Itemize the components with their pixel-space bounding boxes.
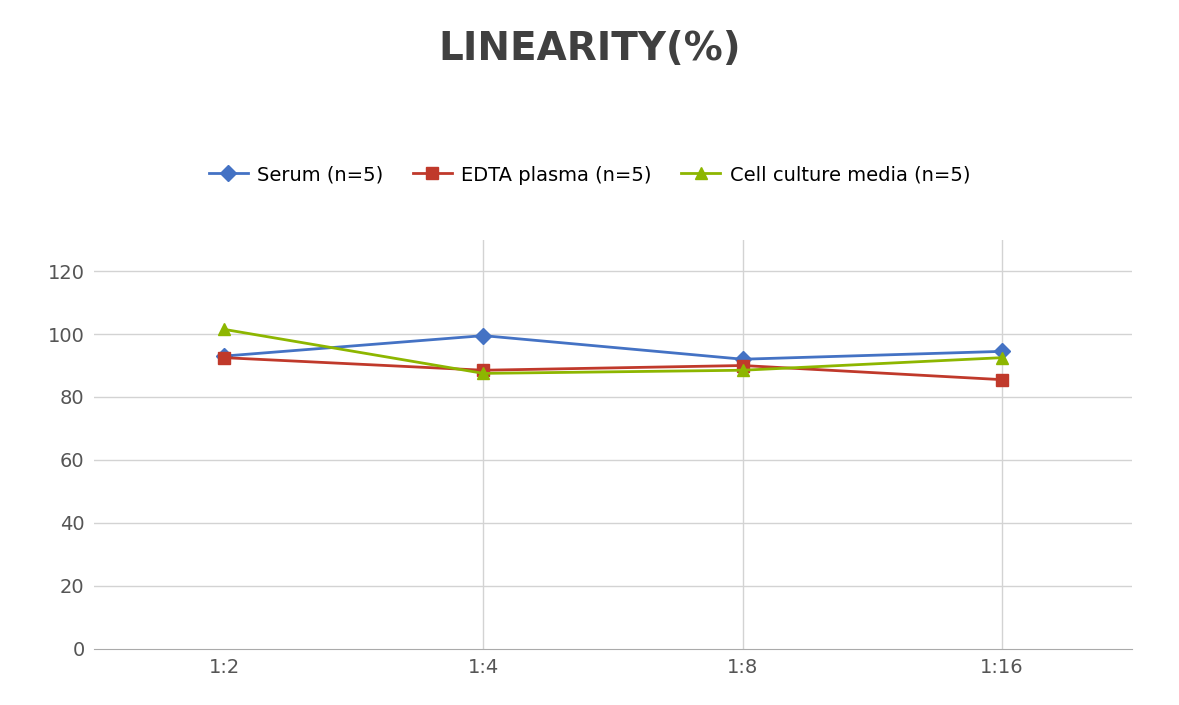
Cell culture media (n=5) bbox=[217, 325, 231, 333]
Serum (n=5) bbox=[995, 347, 1009, 355]
Cell culture media (n=5) bbox=[476, 369, 490, 378]
Serum (n=5) bbox=[476, 331, 490, 340]
EDTA plasma (n=5) bbox=[736, 361, 750, 369]
Text: LINEARITY(%): LINEARITY(%) bbox=[439, 30, 740, 68]
Serum (n=5) bbox=[736, 355, 750, 364]
Serum (n=5) bbox=[217, 352, 231, 360]
Line: EDTA plasma (n=5): EDTA plasma (n=5) bbox=[218, 352, 1008, 385]
EDTA plasma (n=5) bbox=[217, 353, 231, 362]
Cell culture media (n=5) bbox=[995, 353, 1009, 362]
EDTA plasma (n=5) bbox=[995, 376, 1009, 384]
Cell culture media (n=5) bbox=[736, 366, 750, 374]
Line: Serum (n=5): Serum (n=5) bbox=[218, 330, 1008, 364]
Line: Cell culture media (n=5): Cell culture media (n=5) bbox=[218, 324, 1008, 379]
EDTA plasma (n=5) bbox=[476, 366, 490, 374]
Legend: Serum (n=5), EDTA plasma (n=5), Cell culture media (n=5): Serum (n=5), EDTA plasma (n=5), Cell cul… bbox=[200, 158, 979, 192]
